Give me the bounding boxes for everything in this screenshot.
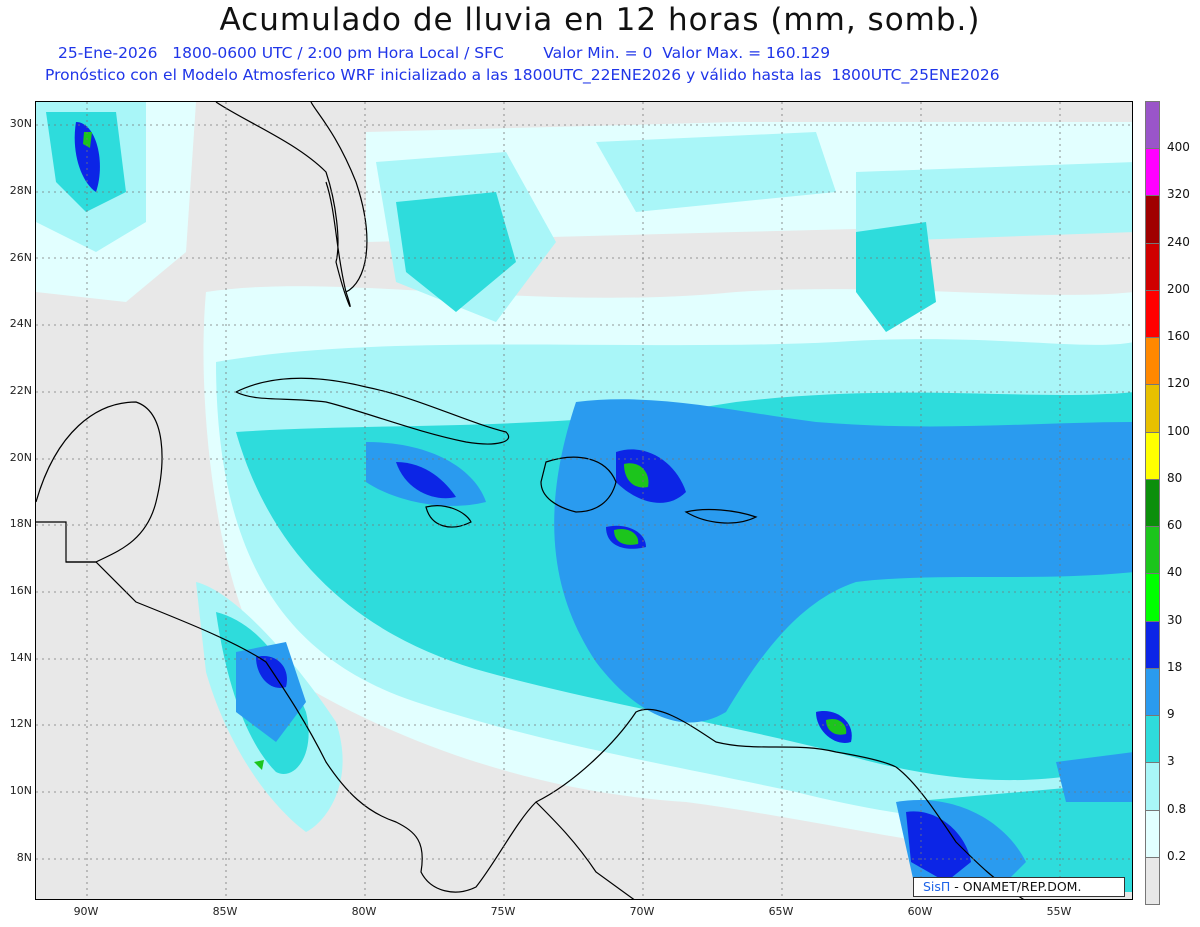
colorbar-label: 100 [1167, 423, 1190, 438]
colorbar-swatch [1145, 856, 1160, 905]
colorbar-label: 320 [1167, 187, 1190, 202]
colorbar-label: 0.8 [1167, 801, 1187, 816]
colorbar-label: 18 [1167, 659, 1183, 674]
colorbar-label: 60 [1167, 518, 1183, 533]
lon-label: 60W [907, 905, 933, 918]
colorbar-swatch [1145, 478, 1160, 528]
colorbar-swatch [1145, 101, 1160, 150]
lat-label: 16N [9, 584, 32, 597]
colorbar-label: 120 [1167, 376, 1190, 391]
subtitle-line-1: 25-Ene-2026 1800-0600 UTC / 2:00 pm Hora… [58, 44, 831, 62]
subtitle-line-2: Pronóstico con el Modelo Atmosferico WRF… [45, 66, 1000, 84]
lat-label: 12N [9, 717, 32, 730]
colorbar-label: 80 [1167, 470, 1183, 485]
map-canvas [36, 102, 1132, 899]
lat-label: 26N [9, 251, 32, 264]
colorbar-label: 40 [1167, 565, 1183, 580]
colorbar-swatch [1145, 667, 1160, 717]
colorbar-swatch [1145, 384, 1160, 433]
lon-label: 55W [1046, 905, 1072, 918]
lat-label: 28N [9, 184, 32, 197]
lat-label: 18N [9, 517, 32, 530]
colorbar-swatch [1145, 242, 1160, 291]
lat-label: 24N [9, 317, 32, 330]
credit-brand: SisΠ [923, 879, 951, 894]
colorbar-swatch [1145, 762, 1160, 811]
colorbar-label: 400 [1167, 140, 1190, 155]
colorbar-label: 160 [1167, 329, 1190, 344]
precipitation-map[interactable] [35, 101, 1133, 900]
lat-label: 20N [9, 451, 32, 464]
colorbar-swatch [1145, 431, 1160, 480]
rain-green [83, 132, 847, 770]
colorbar-label: 240 [1167, 234, 1190, 249]
lon-label: 85W [212, 905, 238, 918]
colorbar-label: 9 [1167, 707, 1175, 722]
colorbar-swatch [1145, 337, 1160, 386]
lat-label: 22N [9, 384, 32, 397]
lat-lon-grid [36, 102, 1132, 899]
lat-label: 8N [16, 851, 32, 864]
lon-label: 80W [351, 905, 377, 918]
colorbar-swatch [1145, 148, 1160, 197]
colorbar-swatch [1145, 573, 1160, 622]
colorbar-swatch [1145, 620, 1160, 669]
colorbar-label: 30 [1167, 612, 1183, 627]
lat-label: 14N [9, 651, 32, 664]
colorbar-swatch [1145, 195, 1160, 244]
map-title: Acumulado de lluvia en 12 horas (mm, som… [219, 2, 981, 38]
colorbar-swatch [1145, 526, 1160, 575]
colorbar-label: 200 [1167, 281, 1190, 296]
lon-label: 70W [629, 905, 655, 918]
lat-label: 10N [9, 784, 32, 797]
colorbar-swatch [1145, 715, 1160, 764]
colorbar-label: 0.2 [1167, 848, 1187, 863]
colorbar-swatch [1145, 289, 1160, 339]
credit-box: SisΠ - ONAMET/REP.DOM. [913, 877, 1125, 897]
colorbar-swatch [1145, 809, 1160, 858]
lon-label: 90W [73, 905, 99, 918]
credit-text: - ONAMET/REP.DOM. [950, 879, 1082, 894]
lon-label: 75W [490, 905, 516, 918]
lat-label: 30N [9, 117, 32, 130]
lon-label: 65W [768, 905, 794, 918]
colorbar-label: 3 [1167, 754, 1175, 769]
